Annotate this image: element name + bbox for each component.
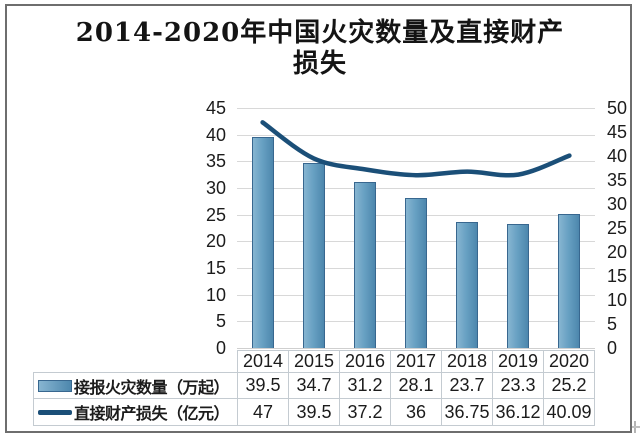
blank-cell <box>34 351 238 373</box>
right-axis-tick: 40 <box>607 146 628 166</box>
legend-label: 接报火灾数量（万起） <box>74 377 230 397</box>
bar-2014 <box>251 137 274 348</box>
year-header-cell: 2015 <box>288 350 340 373</box>
property-loss-cell: 37.2 <box>339 398 391 426</box>
right-axis-tick: 0 <box>607 338 618 358</box>
left-axis-tick: 20 <box>205 231 226 252</box>
left-axis-tick: 10 <box>205 284 226 305</box>
left-axis-tick: 40 <box>205 124 226 145</box>
year-header-cell: 2020 <box>543 350 595 373</box>
right-axis-tick: 30 <box>607 194 628 214</box>
fire-count-cell: 23.3 <box>492 372 544 399</box>
bar-legend-swatch <box>38 379 72 392</box>
left-axis-tick: 45 <box>205 98 226 118</box>
right-axis-tick: 45 <box>607 122 628 142</box>
year-header-cell: 2018 <box>441 350 493 373</box>
legend-cell: 直接财产损失（亿元） <box>33 398 238 426</box>
gridline <box>237 108 595 109</box>
left-axis-tick: 35 <box>205 151 226 172</box>
left-axis-tick: 5 <box>215 311 226 332</box>
data-table-legend: 2014 2015 2016 2017 2018 2019 2020 接报火灾数量（万起） 39… <box>33 350 595 426</box>
property-loss-cell: 39.5 <box>288 398 340 426</box>
table-row: 直接财产损失（亿元） 47 39.5 37.2 36 36.75 36.12 40.09 <box>33 398 595 426</box>
gridline <box>237 134 595 136</box>
right-axis-tick: 5 <box>607 314 618 334</box>
chart-title: 2014-2020年中国火灾数量及直接财产 损失 <box>0 18 640 80</box>
gridline <box>237 161 595 163</box>
chart-title-line-1: 2014-2020年中国火灾数量及直接财产 <box>75 18 565 48</box>
legend-cell: 接报火灾数量（万起） <box>33 372 238 399</box>
property-loss-cell: 47 <box>237 398 289 426</box>
left-axis-tick: 25 <box>205 204 226 225</box>
legend-entry: 直接财产损失（亿元） <box>35 400 237 424</box>
chart-title-line-2: 损失 <box>292 49 347 79</box>
property-loss-cell: 36.75 <box>441 398 493 426</box>
year-header-cell: 2016 <box>339 350 391 373</box>
year-header-cell: 2014 <box>237 350 289 373</box>
watermark-fragment <box>632 420 640 435</box>
property-loss-cell: 36.12 <box>492 398 544 426</box>
table-row: 接报火灾数量（万起） 39.5 34.7 31.2 28.1 23.7 23.3 25.2 <box>33 372 595 399</box>
bar-2018 <box>456 221 479 348</box>
bar-2017 <box>405 198 427 348</box>
left-axis-tick: 0 <box>215 338 226 358</box>
legend-label: 直接财产损失（亿元） <box>74 404 230 423</box>
gridline <box>237 348 595 349</box>
line-legend-swatch <box>38 409 72 415</box>
year-header-cell: 2019 <box>492 350 544 373</box>
chart-border-frame <box>5 4 632 433</box>
legend-entry: 接报火灾数量（万起） <box>35 374 237 398</box>
left-axis-tick: 30 <box>205 178 226 198</box>
fire-count-cell: 28.1 <box>390 372 442 399</box>
right-axis-tick: 25 <box>607 218 628 238</box>
gridline <box>237 188 595 189</box>
right-axis-tick: 15 <box>607 266 628 286</box>
fire-count-cell: 34.7 <box>288 372 340 399</box>
fire-count-cell: 39.5 <box>237 372 289 399</box>
right-axis-tick: 50 <box>607 98 628 118</box>
fire-count-cell: 31.2 <box>339 372 391 399</box>
property-loss-cell: 40.09 <box>543 398 595 426</box>
table-row: 2014 2015 2016 2017 2018 2019 2020 <box>34 350 595 373</box>
year-header-cell: 2017 <box>390 350 442 373</box>
bar-2016 <box>353 181 376 348</box>
property-loss-cell: 36 <box>390 398 442 426</box>
right-axis-tick: 20 <box>607 242 628 262</box>
right-axis-tick: 10 <box>607 290 628 310</box>
bar-2019 <box>507 223 530 348</box>
bar-2020 <box>558 213 581 348</box>
bar-2015 <box>302 162 325 348</box>
left-axis-tick: 15 <box>205 258 226 278</box>
fire-count-cell: 25.2 <box>543 372 595 399</box>
fire-count-cell: 23.7 <box>441 372 493 399</box>
right-axis-tick: 35 <box>607 170 628 190</box>
